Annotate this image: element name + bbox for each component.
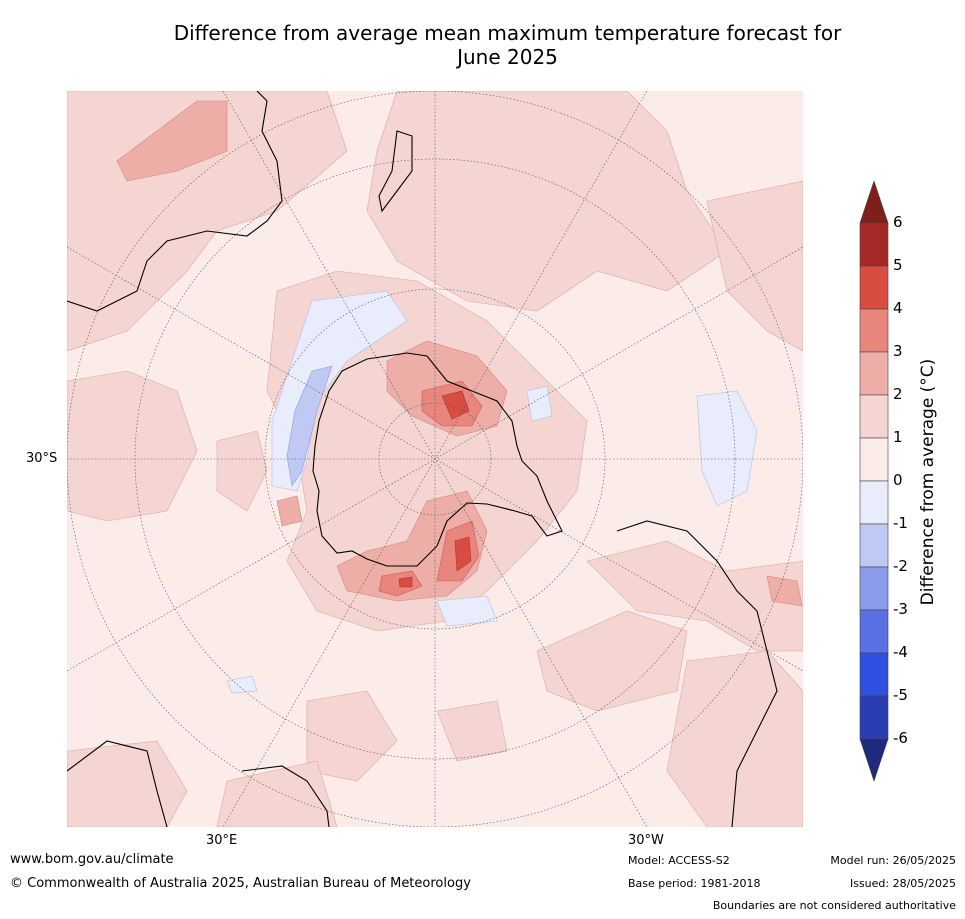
colorbar-segment bbox=[859, 394, 889, 439]
antarctica-coastline bbox=[312, 352, 563, 567]
anomaly-1-to-2 bbox=[67, 91, 803, 827]
map-title: Difference from average mean maximum tem… bbox=[60, 21, 955, 69]
colorbar-segment bbox=[859, 437, 889, 482]
colorbar-segment bbox=[859, 695, 889, 740]
colorbar-segment bbox=[859, 566, 889, 611]
colorbar-extend-low bbox=[859, 738, 889, 782]
base-period-text: Base period: 1981-2018 bbox=[628, 877, 761, 890]
website-link[interactable]: www.bom.gov.au/climate bbox=[10, 852, 174, 867]
colorbar-tick-label: 4 bbox=[893, 299, 903, 317]
anomaly-neg1-to-neg2 bbox=[286, 365, 333, 487]
colorbar-segment bbox=[859, 265, 889, 310]
colorbar-tick-label: 5 bbox=[893, 256, 903, 274]
colorbar-segment bbox=[859, 222, 889, 267]
copyright-text: © Commonwealth of Australia 2025, Austra… bbox=[10, 876, 471, 891]
colorbar-tick-label: 3 bbox=[893, 342, 903, 360]
colorbar-tick-label: 0 bbox=[893, 471, 903, 489]
colorbar-tick-label: -2 bbox=[893, 557, 908, 575]
disclaimer-text: Boundaries are not considered authoritat… bbox=[712, 899, 956, 912]
colorbar-tick-label: -4 bbox=[893, 643, 908, 661]
latitude-label-30s: 30°S bbox=[26, 451, 58, 466]
south-america-coastline bbox=[616, 520, 778, 827]
colorbar-segment bbox=[859, 609, 889, 654]
colorbar bbox=[859, 181, 889, 782]
madagascar-coastline bbox=[241, 765, 330, 827]
colorbar-segment bbox=[859, 523, 889, 568]
colorbar-segment bbox=[859, 351, 889, 396]
colorbar-tick-label: -5 bbox=[893, 686, 908, 704]
colorbar-segment bbox=[859, 480, 889, 525]
colorbar-tick-label: -3 bbox=[893, 600, 908, 618]
graticule bbox=[67, 91, 803, 827]
africa-coastline bbox=[67, 740, 168, 827]
title-line-1: Difference from average mean maximum tem… bbox=[173, 21, 842, 45]
colorbar-tick-label: 6 bbox=[893, 213, 903, 231]
colorbar-segment bbox=[859, 652, 889, 697]
longitude-label-30e: 30°E bbox=[206, 833, 238, 848]
colorbar-segment bbox=[859, 308, 889, 353]
colorbar-label: Difference from average (°C) bbox=[918, 358, 938, 606]
colorbar-tick-label: 1 bbox=[893, 428, 903, 446]
coastlines bbox=[67, 91, 778, 827]
longitude-label-30w: 30°W bbox=[628, 833, 664, 848]
model-run-text: Model run: 26/05/2025 bbox=[830, 854, 956, 867]
polar-temperature-map bbox=[67, 91, 803, 827]
issued-text: Issued: 28/05/2025 bbox=[849, 877, 956, 890]
new-zealand-coastline bbox=[378, 130, 413, 213]
colorbar-tick-label: 2 bbox=[893, 385, 903, 403]
colorbar-extend-high bbox=[859, 181, 889, 224]
australia-coastline bbox=[67, 91, 283, 312]
colorbar-tick-label: -1 bbox=[893, 514, 908, 532]
anomaly-4-to-5 bbox=[398, 390, 472, 588]
colorbar-tick-label: -6 bbox=[893, 729, 908, 747]
title-line-2: June 2025 bbox=[457, 45, 558, 69]
model-text: Model: ACCESS-S2 bbox=[628, 854, 730, 867]
